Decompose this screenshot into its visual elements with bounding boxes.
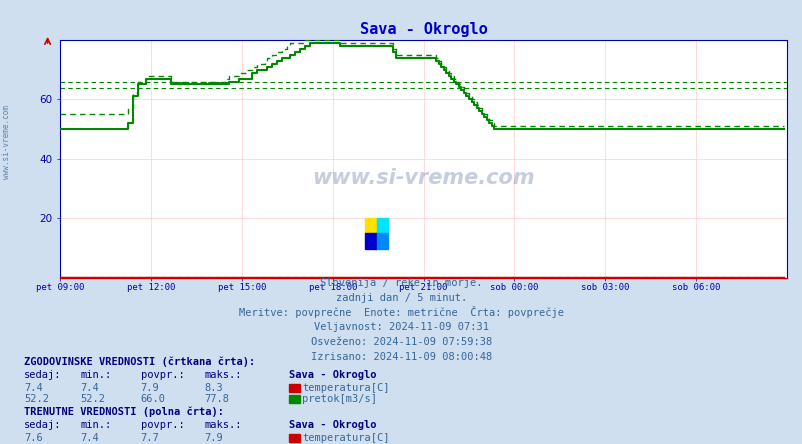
Text: Sava - Okroglo: Sava - Okroglo bbox=[289, 370, 376, 381]
Text: 66.0: 66.0 bbox=[140, 394, 165, 404]
Text: 7.4: 7.4 bbox=[80, 383, 99, 393]
Text: TRENUTNE VREDNOSTI (polna črta):: TRENUTNE VREDNOSTI (polna črta): bbox=[24, 407, 224, 417]
Text: povpr.:: povpr.: bbox=[140, 370, 184, 381]
Text: www.si-vreme.com: www.si-vreme.com bbox=[312, 168, 534, 188]
Text: Sava - Okroglo: Sava - Okroglo bbox=[289, 420, 376, 431]
Text: Slovenija / reke in morje.: Slovenija / reke in morje. bbox=[320, 278, 482, 289]
Text: maks.:: maks.: bbox=[205, 420, 242, 431]
Text: pretok[m3/s]: pretok[m3/s] bbox=[302, 394, 376, 404]
Text: 52.2: 52.2 bbox=[24, 394, 49, 404]
Text: 7.4: 7.4 bbox=[24, 383, 43, 393]
Text: sedaj:: sedaj: bbox=[24, 420, 62, 431]
Text: Meritve: povprečne  Enote: metrične  Črta: povprečje: Meritve: povprečne Enote: metrične Črta:… bbox=[239, 305, 563, 318]
Text: 7.6: 7.6 bbox=[24, 433, 43, 443]
Text: sedaj:: sedaj: bbox=[24, 370, 62, 381]
Text: Osveženo: 2024-11-09 07:59:38: Osveženo: 2024-11-09 07:59:38 bbox=[310, 337, 492, 347]
Text: 52.2: 52.2 bbox=[80, 394, 105, 404]
Text: 77.8: 77.8 bbox=[205, 394, 229, 404]
Text: temperatura[C]: temperatura[C] bbox=[302, 433, 389, 443]
Text: povpr.:: povpr.: bbox=[140, 420, 184, 431]
Text: 7.7: 7.7 bbox=[140, 433, 159, 443]
Text: temperatura[C]: temperatura[C] bbox=[302, 383, 389, 393]
Text: 7.4: 7.4 bbox=[80, 433, 99, 443]
Text: 7.9: 7.9 bbox=[205, 433, 223, 443]
Text: Izrisano: 2024-11-09 08:00:48: Izrisano: 2024-11-09 08:00:48 bbox=[310, 352, 492, 362]
Text: min.:: min.: bbox=[80, 420, 111, 431]
Title: Sava - Okroglo: Sava - Okroglo bbox=[359, 22, 487, 37]
Text: www.si-vreme.com: www.si-vreme.com bbox=[2, 105, 11, 179]
Text: ZGODOVINSKE VREDNOSTI (črtkana črta):: ZGODOVINSKE VREDNOSTI (črtkana črta): bbox=[24, 357, 255, 367]
Text: 8.3: 8.3 bbox=[205, 383, 223, 393]
Text: 7.9: 7.9 bbox=[140, 383, 159, 393]
Text: zadnji dan / 5 minut.: zadnji dan / 5 minut. bbox=[335, 293, 467, 303]
Text: min.:: min.: bbox=[80, 370, 111, 381]
Text: maks.:: maks.: bbox=[205, 370, 242, 381]
Text: Veljavnost: 2024-11-09 07:31: Veljavnost: 2024-11-09 07:31 bbox=[314, 322, 488, 333]
